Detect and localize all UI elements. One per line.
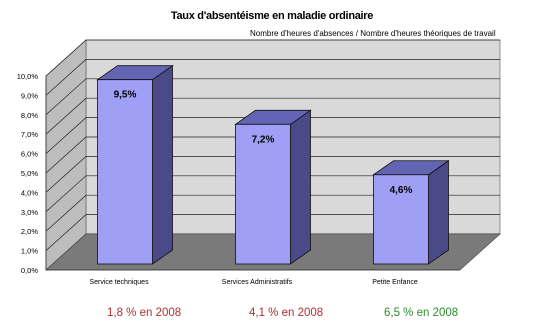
gridline (45, 175, 500, 213)
bar-side (152, 64, 173, 265)
y-tick-label: 10,0% (17, 72, 39, 81)
gridline (45, 59, 500, 96)
y-tick-label: 4,0% (21, 188, 38, 197)
y-tick-label: 7,0% (21, 130, 38, 139)
x-tick-label: Services Administratifs (222, 279, 293, 286)
note-2008-service-techniques: 1,8 % en 2008 (107, 307, 182, 319)
gridline (45, 97, 500, 135)
data-label: 9,5% (114, 90, 137, 101)
y-tick-label: 8,0% (21, 111, 38, 120)
note-2008-services-administratifs: 4,1 % en 2008 (249, 307, 324, 319)
gridline (45, 156, 500, 193)
y-tick-label: 6,0% (21, 150, 38, 159)
y-tick-label: 3,0% (21, 208, 38, 217)
bar-side (290, 109, 311, 265)
gridline (45, 78, 500, 116)
x-tick-label: Service techniques (89, 279, 149, 286)
bar-side (428, 159, 449, 265)
y-tick-label: 1,0% (21, 247, 38, 256)
y-tick-label: 5,0% (21, 169, 38, 178)
bar (235, 123, 291, 265)
gridline (45, 39, 500, 77)
x-tick-label: Petite Enfance (372, 279, 418, 286)
chart-title: Taux d'absentéisme en maladie ordinaire (170, 10, 374, 22)
bar (97, 79, 153, 265)
y-tick-label: 0,0% (21, 266, 38, 275)
gridline (45, 214, 500, 251)
data-label: 7,2% (252, 134, 275, 145)
gridline (45, 136, 500, 174)
y-tick-label: 2,0% (21, 227, 38, 236)
gridline (45, 117, 500, 154)
chart-subtitle: Nombre d'heures d'absences / Nombre d'he… (250, 29, 496, 38)
bar (373, 174, 429, 265)
y-tick-label: 9,0% (21, 91, 38, 100)
note-2008-petite-enfance: 6,5 % en 2008 (384, 307, 459, 319)
data-label: 4,6% (390, 185, 413, 196)
gridline (45, 194, 500, 232)
